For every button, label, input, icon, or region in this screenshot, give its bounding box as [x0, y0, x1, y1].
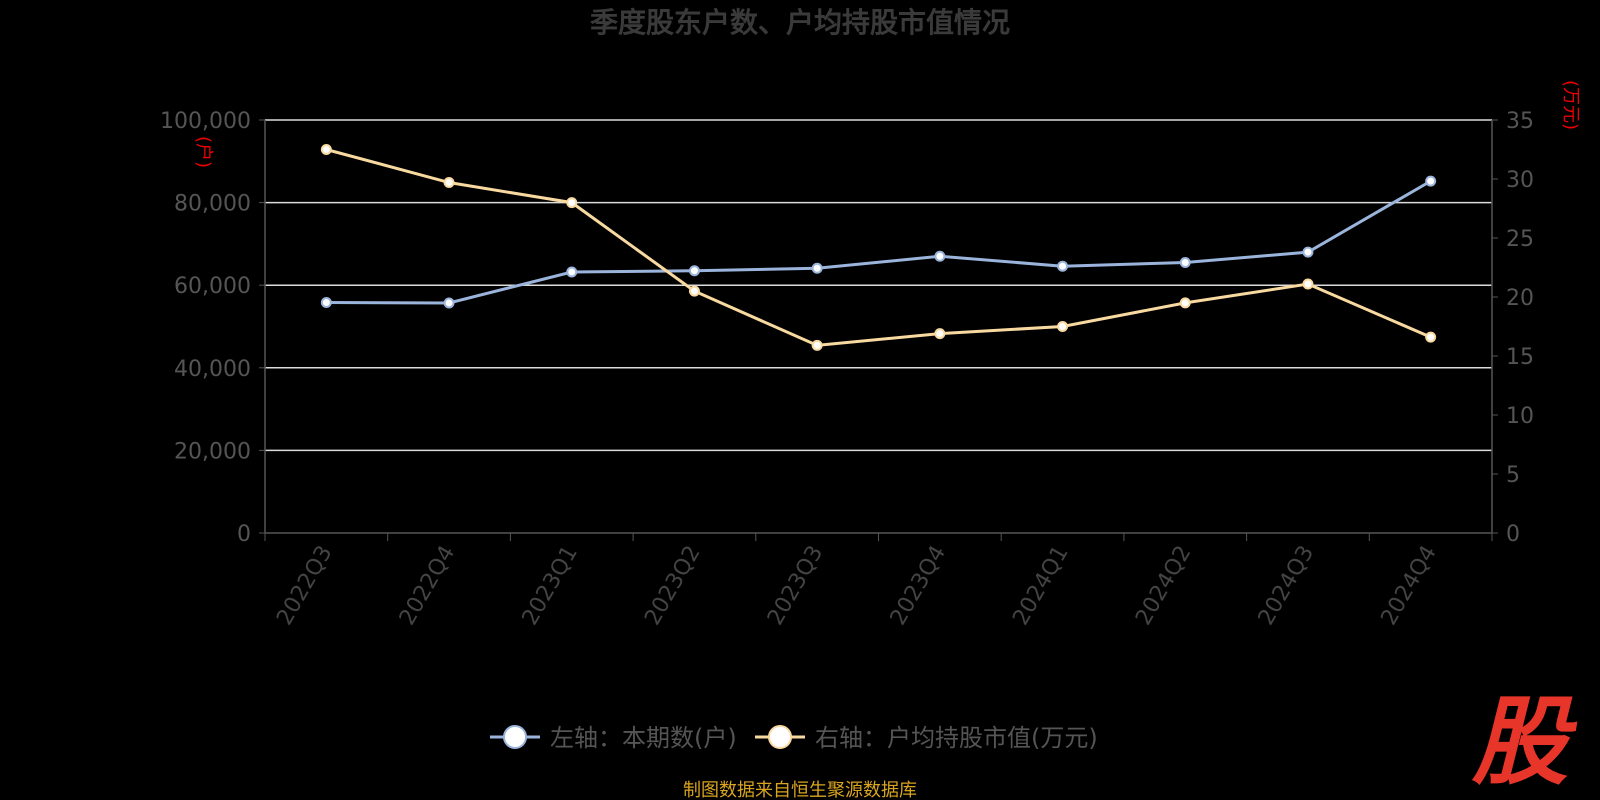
right-tick-label: 25 [1506, 227, 1534, 252]
axes: 0 20,000 40,000 60,000 80,000 100,000 0 5 10 15 20… [160, 109, 1534, 630]
right-tick-label: 15 [1506, 345, 1534, 370]
x-tick-label: 2024Q4 [1377, 542, 1442, 630]
x-tick-label: 2022Q3 [272, 542, 337, 630]
data-point [443, 297, 455, 309]
series-layer [320, 144, 1437, 351]
data-point [320, 297, 332, 309]
x-tick-label: 2024Q2 [1131, 542, 1196, 630]
left-tick-label: 40,000 [174, 357, 251, 382]
x-tick-label: 2023Q4 [886, 542, 951, 630]
data-point [1302, 246, 1314, 258]
left-tick-label: 60,000 [174, 274, 251, 299]
legend-label: 右轴：户均持股市值(万元) [815, 724, 1098, 752]
left-tick-label: 100,000 [160, 109, 251, 134]
data-point [1057, 260, 1069, 272]
legend-marker [503, 725, 527, 749]
x-tick-label: 2024Q3 [1254, 542, 1319, 630]
data-point [934, 328, 946, 340]
data-point [934, 250, 946, 262]
right-tick-label: 0 [1506, 522, 1520, 547]
data-point [811, 339, 823, 351]
left-tick-label: 0 [237, 522, 251, 547]
right-tick-label: 5 [1506, 463, 1520, 488]
data-point [566, 266, 578, 278]
data-point [1425, 175, 1437, 187]
legend-label: 左轴：本期数(户) [550, 724, 737, 752]
data-point [320, 144, 332, 155]
source-note: 制图数据来自恒生聚源数据库 [683, 780, 917, 800]
data-point [1425, 331, 1437, 343]
legend-marker [768, 725, 792, 749]
right-tick-label: 30 [1506, 168, 1534, 193]
data-point [1179, 256, 1191, 268]
data-point [443, 177, 455, 189]
x-tick-label: 2022Q4 [395, 542, 460, 630]
data-point [566, 197, 578, 209]
series-line-2 [325, 148, 1432, 347]
right-tick-label: 10 [1506, 404, 1534, 429]
grid [265, 119, 1492, 452]
left-axis-unit: (户) [193, 136, 214, 168]
x-tick-label: 2024Q1 [1008, 542, 1073, 630]
series-line-1 [326, 179, 1432, 305]
right-tick-label: 35 [1506, 109, 1534, 134]
left-tick-label: 20,000 [174, 439, 251, 464]
x-tick-label: 2023Q3 [763, 542, 828, 630]
data-point [1057, 321, 1069, 332]
right-axis-unit: (万元) [1560, 80, 1581, 130]
data-point [1179, 297, 1191, 309]
data-point [688, 265, 700, 277]
x-tick-label: 2023Q2 [640, 542, 705, 630]
logo: 股 [1471, 686, 1578, 798]
chart-title: 季度股东户数、户均持股市值情况 [590, 6, 1010, 39]
legend: 左轴：本期数(户) 右轴：户均持股市值(万元) [490, 724, 1098, 752]
data-point [811, 262, 823, 274]
x-tick-label: 2023Q1 [518, 542, 583, 630]
left-tick-label: 80,000 [174, 192, 251, 217]
data-point [688, 285, 700, 297]
right-tick-label: 20 [1506, 286, 1534, 311]
data-point [1302, 278, 1314, 290]
